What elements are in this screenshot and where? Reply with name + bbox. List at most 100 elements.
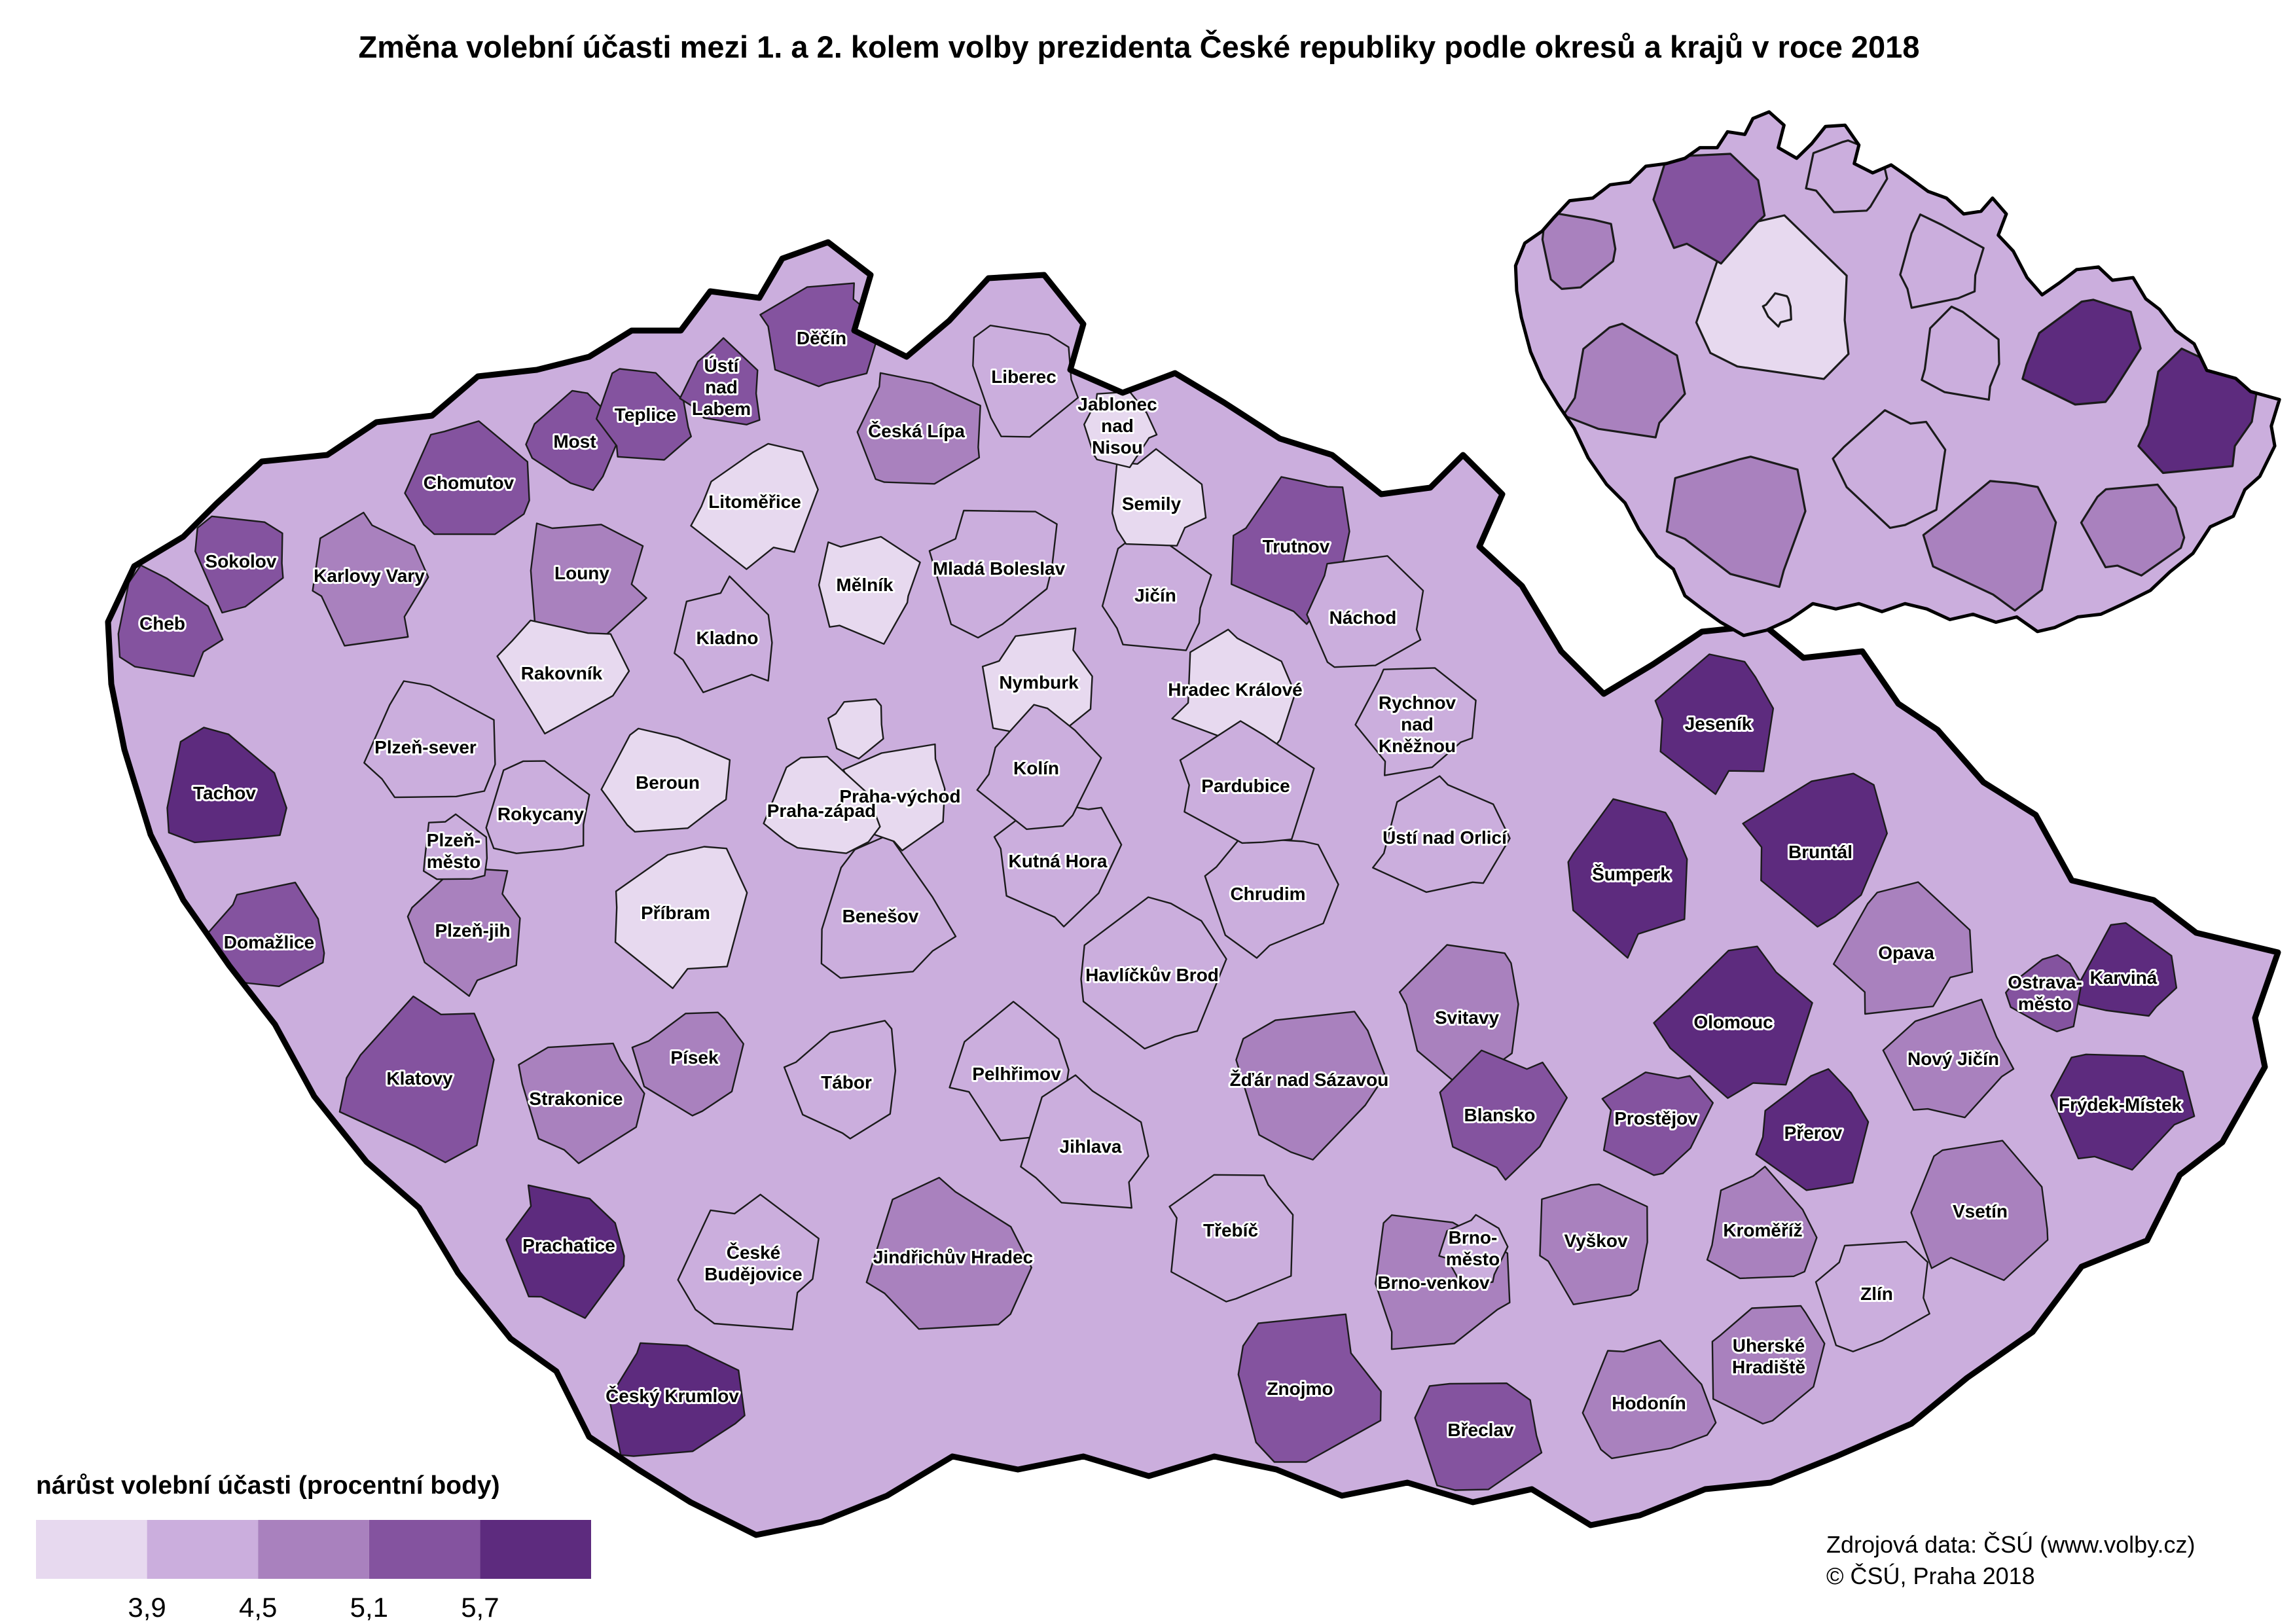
district-label-decin: Děčín [797, 328, 846, 348]
district-litomerice [690, 442, 819, 570]
district-decin [759, 282, 883, 388]
legend-swatch-3 [258, 1520, 369, 1579]
district-hodonin [1581, 1339, 1717, 1460]
district-breclav [1414, 1382, 1543, 1491]
source-line1: Zdrojová data: ČSÚ (www.volby.cz) [1826, 1531, 2196, 1558]
district-label-mlada-boleslav: Mladá Boleslav [933, 558, 1066, 579]
region-olomoucky [2021, 298, 2142, 406]
district-trebic [1168, 1174, 1294, 1303]
legend-color-scale [36, 1520, 591, 1579]
district-teplice [596, 368, 692, 461]
district-jihlava [1020, 1074, 1149, 1209]
district-label-svitavy: Svitavy [1435, 1007, 1499, 1028]
district-label-jicin: Jičín [1134, 585, 1176, 605]
district-kutna-hora [993, 801, 1123, 928]
district-label-pisek: Písek [670, 1047, 719, 1068]
district-rakovnik [496, 619, 630, 734]
district-label-liberec: Liberec [991, 367, 1057, 387]
district-label-klatovy: Klatovy [386, 1068, 453, 1089]
district-label-pelhrimov: Pelhřimov [972, 1064, 1061, 1084]
district-label-jesenik: Jeseník [1685, 713, 1752, 734]
source-note: Zdrojová data: ČSÚ (www.volby.cz) © ČSÚ,… [1826, 1531, 2196, 1589]
district-melnik [818, 535, 921, 645]
district-tabor [783, 1020, 897, 1140]
district-label-bruntal: Bruntál [1788, 842, 1852, 862]
district-ostrava-mesto [2005, 954, 2082, 1032]
district-opava [1833, 881, 1974, 1015]
district-sokolov [194, 515, 284, 614]
district-label-cesky-krumlov: Český Krumlov [605, 1385, 739, 1406]
region-vysocina [1832, 409, 1947, 529]
district-label-hodonin: Hodonín [1612, 1393, 1686, 1413]
district-chrudim [1204, 837, 1339, 959]
district-prachatice [505, 1184, 625, 1319]
district-label-praha-zapad: Praha-západ [767, 801, 876, 821]
district-label-zlin: Zlín [1860, 1284, 1893, 1304]
region-plzensky [1562, 322, 1686, 439]
district-label-prerov: Přerov [1784, 1123, 1843, 1143]
district-label-vyskov: Vyškov [1564, 1231, 1627, 1251]
district-pardubice [1179, 720, 1315, 844]
district-label-sumperk: Šumperk [1592, 863, 1671, 884]
district-karlovy-vary [312, 511, 429, 647]
district-label-breclav: Břeclav [1447, 1420, 1514, 1440]
district-label-uherske-hradiste: Uherské Hradiště [1732, 1335, 1805, 1377]
district-brno-mesto [1438, 1214, 1509, 1287]
district-chomutov [404, 420, 530, 535]
district-label-rokycany: Rokycany [497, 804, 585, 824]
district-label-ceske-budejovice: České Budějovice [704, 1242, 802, 1284]
legend-tick-5-7: 5,7 [461, 1592, 499, 1623]
district-label-pribram: Příbram [641, 903, 710, 923]
district-pribram [614, 846, 748, 989]
district-jesenik [1654, 653, 1775, 795]
region-jihocesky [1665, 456, 1807, 588]
district-label-karvina: Karviná [2090, 967, 2158, 988]
district-label-havlickuv-brod: Havlíčkův Brod [1085, 965, 1219, 985]
district-ceska-lipa [856, 372, 981, 485]
district-label-zdar-nad-sazavou: Žďár nad Sázavou [1230, 1070, 1389, 1090]
district-label-opava: Opava [1878, 943, 1934, 963]
district-plzen-mesto [423, 813, 488, 880]
district-label-karlovy-vary: Karlovy Vary [314, 566, 425, 586]
district-plzen-jih [407, 867, 521, 997]
district-label-prachatice: Prachatice [522, 1235, 615, 1255]
district-label-frydek-mistek: Frýdek-Místek [2059, 1094, 2182, 1115]
district-prostejov [1601, 1072, 1714, 1176]
district-frydek-mistek [2050, 1053, 2196, 1171]
district-label-plzen-jih: Plzeň-jih [435, 920, 510, 941]
legend: nárůst volební účasti (procentní body) 3… [36, 1471, 591, 1623]
inset-region-map [1513, 110, 2281, 638]
district-label-kromeriz: Kroměříž [1723, 1220, 1802, 1240]
district-praha [827, 698, 884, 760]
district-label-beroun: Beroun [636, 772, 700, 793]
district-sumperk [1567, 798, 1688, 959]
district-label-ceska-lipa: Česká Lípa [868, 420, 965, 441]
district-olomouc [1653, 945, 1813, 1099]
district-label-ostrava-mesto: Ostrava-město [2008, 972, 2082, 1014]
district-prerov [1755, 1068, 1870, 1191]
district-label-usti-nad-labem: Ústí nad Labem [692, 355, 751, 419]
district-cesky-krumlov [608, 1342, 746, 1457]
district-benesov [820, 834, 957, 979]
district-usti-nad-labem [679, 337, 761, 425]
district-label-hradec-kralove: Hradec Králové [1168, 679, 1302, 700]
district-label-brno-mesto: Brno-město [1446, 1227, 1500, 1269]
district-semily [1111, 448, 1207, 547]
district-strakonice [518, 1042, 645, 1164]
region-praha [1762, 292, 1792, 328]
region-outline [1513, 110, 2281, 638]
legend-tick-4-5: 4,5 [239, 1592, 277, 1623]
district-havlickuv-brod [1080, 896, 1227, 1050]
district-label-novy-jicin: Nový Jičín [1907, 1049, 1999, 1069]
legend-swatch-1 [36, 1520, 147, 1579]
district-label-kutna-hora: Kutná Hora [1009, 851, 1108, 871]
legend-tick-3-9: 3,9 [128, 1592, 166, 1623]
district-pisek [631, 1011, 744, 1117]
district-louny [530, 522, 647, 641]
district-label-benesov: Benešov [842, 906, 919, 926]
district-praha-zapad [763, 755, 881, 854]
region-ustecky [1652, 153, 1766, 265]
district-label-melnik: Mělník [836, 575, 894, 595]
district-usti-nad-orlici [1372, 775, 1511, 893]
district-label-jablonec-nad-nisou: Jablonec nad Nisou [1077, 394, 1157, 458]
